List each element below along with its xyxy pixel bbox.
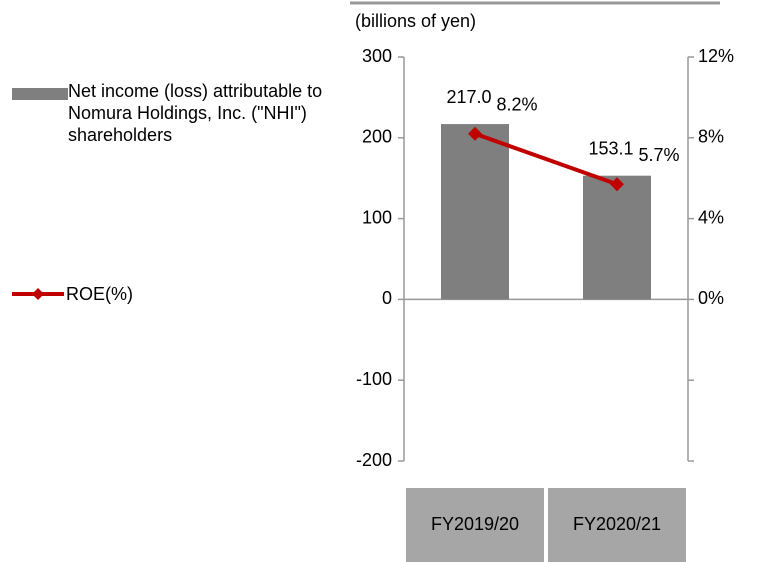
line <box>474 131 618 187</box>
y2-tick-label: 4% <box>698 207 724 227</box>
data-label: 217.0 <box>446 87 491 107</box>
legend-text: Net income (loss) attributable to Nomura… <box>68 81 323 145</box>
legend-swatch <box>12 88 68 100</box>
marker <box>468 126 482 141</box>
y-tick-label: 100 <box>362 207 392 227</box>
data-label: 5.7% <box>638 145 679 165</box>
category-box <box>548 488 686 562</box>
marker <box>610 177 624 192</box>
data-label: 153.1 <box>588 138 633 158</box>
category-box <box>406 488 544 562</box>
bar <box>441 124 509 300</box>
legend-text: ROE(%) <box>66 284 133 304</box>
y-tick-label: 200 <box>362 127 392 147</box>
y-tick-label: 300 <box>362 46 392 66</box>
y-tick-label: 0 <box>382 288 392 308</box>
y2-tick-label: 12% <box>698 46 734 66</box>
y-tick-label: -200 <box>356 450 392 470</box>
y-tick-label: -100 <box>356 369 392 389</box>
y-axis-label: (billions of yen) <box>355 11 476 31</box>
bar <box>583 175 651 300</box>
x-tick-label: FY2019/20 <box>431 514 519 534</box>
y2-tick-label: 0% <box>698 288 724 308</box>
legend-swatch <box>12 288 64 300</box>
y2-tick-label: 8% <box>698 127 724 147</box>
data-label: 8.2% <box>496 95 537 115</box>
x-tick-label: FY2020/21 <box>573 514 661 534</box>
